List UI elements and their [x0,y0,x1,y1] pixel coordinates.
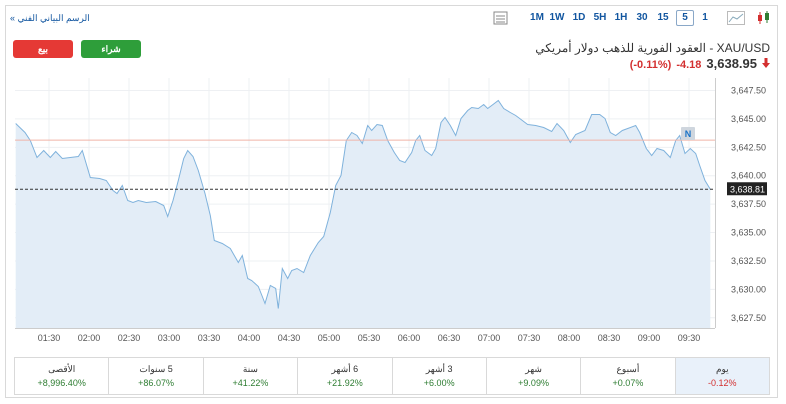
period-change: +21.92% [326,378,363,388]
period-change: +8,996.40% [37,378,86,388]
candle-icon[interactable] [756,10,772,26]
x-tick-label: 08:00 [558,333,581,343]
news-marker [681,127,695,140]
x-tick-label: 07:00 [478,333,501,343]
period-label: الأقصى [48,364,76,374]
x-tick-label: 06:30 [438,333,461,343]
period-change: -0.12% [708,378,737,388]
line-chart-icon[interactable] [727,11,745,25]
table-icon[interactable] [493,11,509,25]
chart-link[interactable]: الرسم البياني الفني » [10,13,90,23]
down-arrow [762,58,770,68]
timeframe-button[interactable]: 1D [572,12,586,23]
x-tick-label: 03:00 [158,333,181,343]
x-tick-label: 01:30 [38,333,61,343]
chart: Investing.com N 3,627.50 3,630.00 3,632.50 3… [15,78,767,343]
y-tick-label: 3,640.00 [731,171,766,181]
price-area [15,100,711,328]
x-tick-label: 02:30 [118,333,141,343]
performance-bar: يوم -0.12% أسبوع +0.07% شهر +9.09% 3 أشهر +6.00… [14,357,770,395]
x-tick-label: 02:00 [78,333,101,343]
instrument-title: XAU/USD - العقود الفورية للذهب دولار أمر… [535,41,770,55]
period-label: 3 أشهر [425,364,453,374]
x-tick-label: 04:00 [238,333,261,343]
period-label: أسبوع [616,364,640,374]
buy-button[interactable]: شراء [81,40,141,58]
x-tick-label: 07:30 [518,333,541,343]
y-tick-label: 3,627.50 [731,313,766,323]
performance-cell[interactable]: يوم -0.12% [674,358,769,394]
price: 3,638.95 [706,56,757,71]
y-tick-label: 3,647.50 [731,86,766,96]
x-tick-label: 04:30 [278,333,301,343]
timeframe-button[interactable]: 30 [636,12,648,23]
period-label: يوم [715,364,729,374]
period-change: +41.22% [232,378,269,388]
performance-cell[interactable]: الأقصى +8,996.40% [15,358,108,394]
timeframe-button[interactable]: 1 [702,12,708,23]
timeframe-button[interactable]: 5 [676,10,694,26]
period-change: +86.07% [138,378,174,388]
period-change: +0.07% [612,378,644,388]
x-tick-label: 09:00 [638,333,661,343]
y-tick-label: 3,642.50 [731,142,766,152]
y-tick-label: 3,637.50 [731,199,766,209]
x-tick-label: 05:30 [358,333,381,343]
performance-cell[interactable]: شهر +9.09% [485,358,580,394]
sell-button[interactable]: بيع [13,40,73,58]
y-tick-label: 3,632.50 [731,256,766,266]
period-label: شهر [525,364,542,374]
timeframe-button[interactable]: 1M [530,12,544,23]
period-change: +9.09% [518,378,549,388]
x-tick-label: 06:00 [398,333,421,343]
performance-cell[interactable]: 5 سنوات +86.07% [108,358,202,394]
label-layer: N 3,627.50 3,630.00 3,632.50 3,635.00 3,637.5… [38,86,767,343]
timeframe-button[interactable]: 1H [614,12,628,23]
y-tick-label: 3,635.00 [731,228,766,238]
x-tick-label: 09:30 [678,333,701,343]
x-tick-label: 03:30 [198,333,221,343]
timeframe-button[interactable]: 15 [657,12,669,23]
y-tick-label: 3,630.00 [731,284,766,294]
performance-cell[interactable]: أسبوع +0.07% [580,358,674,394]
period-change: +6.00% [423,378,455,388]
performance-cell[interactable]: 3 أشهر +6.00% [391,358,486,394]
y-tick-label: 3,645.00 [731,114,766,124]
timeframe-button[interactable]: 1W [549,12,565,23]
price-line [15,99,711,309]
x-tick-label: 08:30 [598,333,621,343]
widget-frame [5,5,778,398]
period-label: سنة [242,364,258,374]
change-percent: (-0.11%) [629,59,672,71]
price-row: (-0.11%) -4.18 3,638.95 [630,56,770,71]
plot-layer: Investing.com [15,78,715,328]
news-marker-letter: N [685,129,692,139]
period-label: 5 سنوات [139,364,173,374]
x-tick-label: 05:00 [318,333,341,343]
performance-cell[interactable]: 6 أشهر +21.92% [297,358,391,394]
last-price-box [727,182,767,196]
timeframe-button[interactable]: 5H [593,12,607,23]
last-price-label: 3,638.81 [730,184,765,194]
performance-cell[interactable]: سنة +41.22% [202,358,297,394]
period-label: 6 أشهر [331,364,359,374]
change: -4.18 [676,59,702,71]
